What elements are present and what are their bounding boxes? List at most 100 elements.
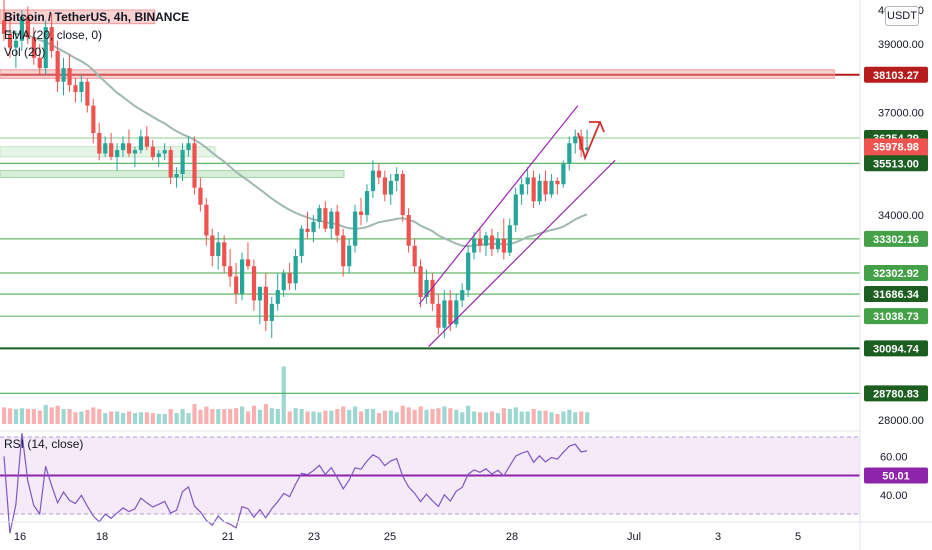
candle[interactable] <box>97 133 102 154</box>
candle[interactable] <box>454 300 459 325</box>
candle[interactable] <box>543 180 548 195</box>
candle[interactable] <box>222 242 227 267</box>
candle[interactable] <box>204 204 209 236</box>
candle[interactable] <box>245 259 251 267</box>
candle[interactable] <box>483 235 489 246</box>
price-zone[interactable] <box>0 69 835 79</box>
candle[interactable] <box>198 187 203 205</box>
candle[interactable] <box>299 228 304 256</box>
candle[interactable] <box>192 143 197 188</box>
candle[interactable] <box>347 245 352 267</box>
candle[interactable] <box>400 174 405 215</box>
candle[interactable] <box>49 27 54 51</box>
candle[interactable] <box>61 68 66 82</box>
candle[interactable] <box>25 16 30 38</box>
candle[interactable] <box>436 303 441 328</box>
candle[interactable] <box>275 290 280 304</box>
candle[interactable] <box>234 276 239 294</box>
price-zone[interactable] <box>0 146 216 158</box>
candle[interactable] <box>43 27 48 69</box>
candle[interactable] <box>555 180 560 185</box>
candle[interactable] <box>394 174 399 181</box>
candle[interactable] <box>37 57 42 69</box>
currency-selector-button[interactable]: USDT <box>885 6 919 26</box>
candle[interactable] <box>138 136 144 151</box>
candle[interactable] <box>168 150 173 178</box>
candle[interactable] <box>186 143 191 151</box>
candle[interactable] <box>162 150 167 154</box>
candle[interactable] <box>85 81 90 106</box>
candle[interactable] <box>359 211 364 215</box>
candle[interactable] <box>311 221 316 233</box>
candle[interactable] <box>269 303 274 321</box>
candle[interactable] <box>144 136 149 147</box>
candle[interactable] <box>180 150 185 174</box>
candle[interactable] <box>2 20 7 34</box>
candle[interactable] <box>537 180 542 202</box>
candle[interactable] <box>376 170 382 178</box>
candle[interactable] <box>240 259 245 294</box>
candle[interactable] <box>323 208 328 229</box>
candle[interactable] <box>460 290 465 301</box>
candle[interactable] <box>109 143 114 157</box>
candle[interactable] <box>370 170 376 192</box>
candle[interactable] <box>412 245 417 267</box>
candle[interactable] <box>79 81 84 92</box>
candle[interactable] <box>228 266 233 277</box>
candle[interactable] <box>561 163 566 185</box>
candle[interactable] <box>525 177 530 185</box>
candle[interactable] <box>466 252 471 291</box>
candle[interactable] <box>31 37 36 58</box>
candle[interactable] <box>341 235 346 267</box>
candle[interactable] <box>156 153 161 157</box>
candle[interactable] <box>448 300 453 325</box>
candle[interactable] <box>91 105 96 133</box>
candle[interactable] <box>472 238 477 253</box>
candle[interactable] <box>513 194 518 226</box>
candle[interactable] <box>115 150 120 157</box>
candle[interactable] <box>424 279 429 297</box>
candle[interactable] <box>132 150 138 154</box>
candle[interactable] <box>103 143 108 154</box>
candle[interactable] <box>13 40 19 48</box>
candle[interactable] <box>531 177 536 202</box>
candle[interactable] <box>585 147 590 151</box>
candle[interactable] <box>150 146 155 157</box>
candle[interactable] <box>281 273 286 291</box>
candle[interactable] <box>210 235 215 257</box>
candle[interactable] <box>519 184 524 195</box>
candle[interactable] <box>501 238 506 253</box>
candle[interactable] <box>317 208 322 222</box>
candle[interactable] <box>263 286 268 321</box>
candle[interactable] <box>305 228 310 233</box>
candle[interactable] <box>55 51 60 82</box>
candle[interactable] <box>287 273 292 284</box>
candle[interactable] <box>216 242 221 256</box>
candle[interactable] <box>73 85 78 92</box>
candle[interactable] <box>382 177 387 195</box>
candle[interactable] <box>442 300 447 328</box>
price-zone[interactable] <box>0 9 156 25</box>
candle[interactable] <box>121 143 126 151</box>
candle[interactable] <box>478 238 483 246</box>
candle[interactable] <box>353 211 358 246</box>
candle[interactable] <box>495 238 501 250</box>
candle[interactable] <box>549 180 554 195</box>
candle[interactable] <box>251 266 257 301</box>
channel-upper-line[interactable] <box>418 105 579 305</box>
candle[interactable] <box>329 211 334 229</box>
projection-arrow[interactable] <box>577 121 601 161</box>
candle[interactable] <box>126 143 132 154</box>
candle[interactable] <box>388 180 393 195</box>
candle[interactable] <box>430 279 435 304</box>
candle[interactable] <box>418 266 423 297</box>
channel-lower-line[interactable] <box>428 159 616 347</box>
candle[interactable] <box>335 211 340 236</box>
candle[interactable] <box>573 136 578 144</box>
candle[interactable] <box>489 235 495 250</box>
candle[interactable] <box>7 33 13 48</box>
candle[interactable] <box>293 256 298 284</box>
candle[interactable] <box>364 191 370 215</box>
candle[interactable] <box>19 16 25 41</box>
